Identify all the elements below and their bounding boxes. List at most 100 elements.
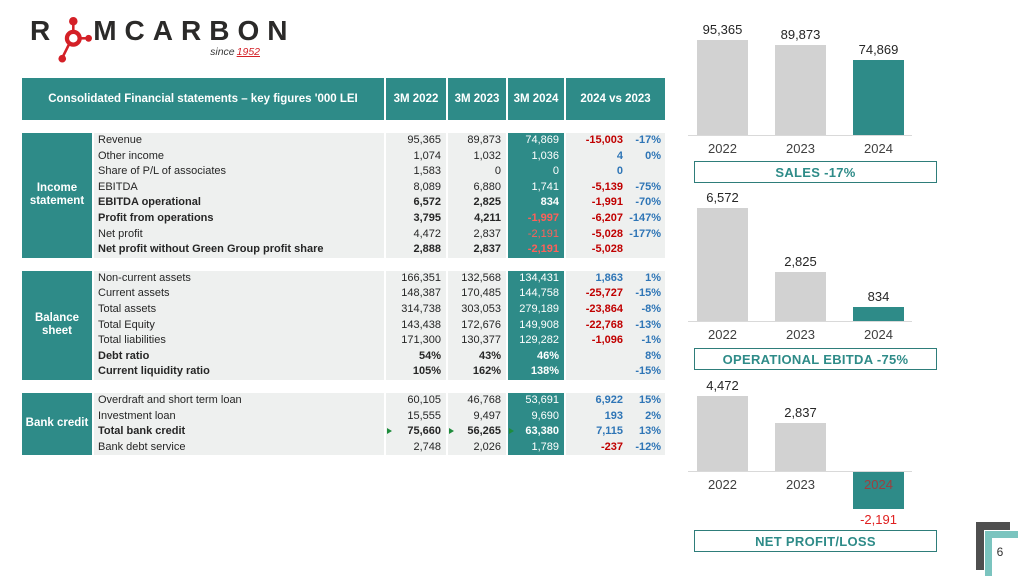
value-3m2023: 1,032: [448, 148, 508, 165]
value-3m2024: 1,036: [508, 148, 566, 165]
value-3m2024: 134,431: [508, 270, 566, 287]
value-diff-pct: -12%: [628, 439, 665, 456]
value-3m2023: 172,676: [448, 317, 508, 334]
value-3m2023: 4,211: [448, 210, 508, 227]
value-diff-pct: [628, 242, 665, 258]
value-3m2022: 3,795: [386, 210, 448, 227]
value-3m2023: 162%: [448, 364, 508, 380]
row-label: Debt ratio: [94, 348, 386, 365]
logo-letters-mcarbon: MCARBON: [93, 15, 296, 46]
x-axis-label: 2022: [708, 141, 737, 156]
value-3m2022: 1,583: [386, 164, 448, 180]
x-axis-label: 2024: [864, 327, 893, 342]
chart-title-box: NET PROFIT/LOSS: [694, 530, 937, 552]
value-3m2024: 1,789: [508, 439, 566, 456]
table-section: Income statement Revenue 95,365 89,873 74,86…: [22, 133, 665, 258]
since-year: 1952: [236, 46, 260, 58]
value-3m2023: 43%: [448, 348, 508, 365]
value-diff: -5,028: [566, 242, 628, 258]
comment-flag-icon: [387, 428, 392, 435]
comment-flag-icon: [449, 428, 454, 435]
value-3m2024: 9,690: [508, 408, 566, 425]
bar-2022: [697, 40, 748, 135]
value-3m2023: 0: [448, 164, 508, 180]
since-word: since: [210, 46, 235, 58]
row-label: Total bank credit: [94, 424, 386, 440]
x-axis-label: 2024: [864, 141, 893, 156]
value-3m2022: 8,089: [386, 179, 448, 196]
row-label: Total liabilities: [94, 333, 386, 349]
value-3m2024: 74,869: [508, 133, 566, 149]
value-diff: -25,727: [566, 286, 628, 302]
value-3m2024: 63,380: [508, 424, 566, 440]
x-axis-label: 2023: [786, 141, 815, 156]
value-diff: [566, 364, 628, 380]
value-diff: 6,922: [566, 392, 628, 409]
value-3m2024: 129,282: [508, 333, 566, 349]
row-label: EBITDA: [94, 179, 386, 196]
value-diff-pct: -15%: [628, 286, 665, 302]
romcarbon-logo: R MCARBON since 1952: [30, 12, 287, 63]
value-3m2024: 46%: [508, 348, 566, 365]
value-diff-pct: 2%: [628, 408, 665, 425]
row-label: Current liquidity ratio: [94, 364, 386, 380]
row-label: Overdraft and short term loan: [94, 392, 386, 409]
value-3m2023: 6,880: [448, 179, 508, 196]
header-title: Consolidated Financial statements – key …: [22, 78, 386, 120]
section-label: Balance sheet: [22, 270, 94, 380]
x-axis-label: 2022: [708, 327, 737, 342]
bar-value-label: 2,825: [784, 254, 817, 269]
value-3m2024: 149,908: [508, 317, 566, 334]
bar-value-label: 6,572: [706, 190, 739, 205]
value-3m2022: 105%: [386, 364, 448, 380]
value-3m2022: 314,738: [386, 301, 448, 318]
value-diff-pct: -15%: [628, 364, 665, 380]
value-diff-pct: -13%: [628, 317, 665, 334]
logo-since: since 1952: [30, 46, 260, 58]
value-diff-pct: 1%: [628, 270, 665, 287]
bar-2022: [697, 396, 748, 471]
bar-2023: [775, 272, 826, 321]
row-label: Current assets: [94, 286, 386, 302]
value-diff: -15,003: [566, 133, 628, 149]
value-diff: -237: [566, 439, 628, 456]
value-diff: -5,139: [566, 179, 628, 196]
value-diff-pct: -75%: [628, 179, 665, 196]
header-col-3m2024: 3M 2024: [508, 78, 566, 120]
value-diff: -1,991: [566, 195, 628, 211]
row-label: Net profit: [94, 226, 386, 243]
value-diff: -1,096: [566, 333, 628, 349]
table-section: Bank credit Overdraft and short term loan…: [22, 392, 665, 456]
value-3m2022: 148,387: [386, 286, 448, 302]
row-label: Investment loan: [94, 408, 386, 425]
row-label: Share of P/L of associates: [94, 164, 386, 180]
value-3m2022: 143,438: [386, 317, 448, 334]
value-3m2022: 15,555: [386, 408, 448, 425]
value-diff: 1,863: [566, 270, 628, 287]
bar-2023: [775, 45, 826, 135]
logo-letter-r: R: [30, 15, 59, 46]
value-3m2022: 75,660: [386, 424, 448, 440]
value-3m2023: 56,265: [448, 424, 508, 440]
bar-value-label: 74,869: [858, 42, 899, 57]
bar-value-label: 2,837: [784, 405, 817, 420]
corner-decoration-teal: [985, 531, 1018, 576]
header-col-3m2022: 3M 2022: [386, 78, 448, 120]
bar-2024: [853, 60, 904, 135]
value-diff: -23,864: [566, 301, 628, 318]
value-diff: 0: [566, 164, 628, 180]
row-label: Total Equity: [94, 317, 386, 334]
section-label: Bank credit: [22, 392, 94, 456]
table-section: Balance sheet Non-current assets 166,351 13…: [22, 270, 665, 380]
value-diff-pct: -147%: [628, 210, 665, 227]
row-label: Profit from operations: [94, 210, 386, 227]
value-diff-pct: -1%: [628, 333, 665, 349]
bar-value-label: 95,365: [702, 22, 743, 37]
value-3m2023: 170,485: [448, 286, 508, 302]
value-3m2023: 2,825: [448, 195, 508, 211]
chart-axis-line: [688, 321, 912, 322]
row-label: Bank debt service: [94, 439, 386, 456]
x-axis-label: 2024: [864, 477, 893, 492]
row-label: Revenue: [94, 133, 386, 149]
